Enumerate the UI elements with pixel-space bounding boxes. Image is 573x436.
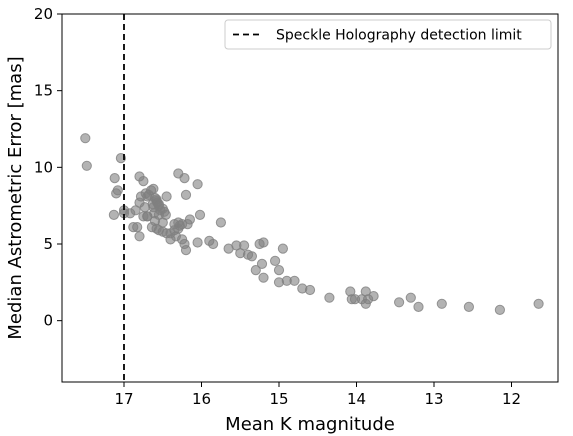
data-point [273, 265, 285, 276]
data-point [81, 160, 92, 171]
y-tick-label: 0 [43, 312, 53, 330]
data-point [194, 209, 206, 220]
data-point [436, 298, 447, 309]
data-point [270, 255, 281, 266]
data-point [180, 189, 192, 200]
data-point [208, 238, 219, 250]
data-point [192, 237, 203, 248]
plot-area-frame [61, 13, 559, 383]
legend: Speckle Holography detection limit [224, 19, 552, 50]
x-tick-label: 13 [424, 390, 443, 408]
data-point [413, 301, 424, 312]
data-point [246, 251, 257, 262]
data-point [256, 258, 268, 269]
x-axis-ticks: 17 16 15 14 13 12 [114, 382, 521, 408]
data-point [394, 297, 405, 308]
data-point [258, 237, 269, 248]
data-point [258, 272, 269, 283]
x-tick-label: 16 [192, 390, 211, 408]
legend-label: Speckle Holography detection limit [276, 28, 522, 44]
data-point [250, 265, 261, 276]
data-point [134, 197, 145, 208]
data-point [239, 240, 250, 251]
y-tick-label: 15 [34, 82, 53, 100]
data-point [169, 225, 180, 236]
y-axis-label: Median Astrometric Error [mas] [5, 56, 26, 339]
data-point [148, 183, 159, 194]
data-point [180, 245, 192, 256]
data-point [111, 188, 122, 199]
data-point [153, 209, 164, 220]
data-point [192, 179, 203, 190]
data-points [80, 133, 544, 315]
data-point [215, 217, 226, 228]
data-point [134, 231, 145, 242]
y-tick-label: 5 [43, 235, 53, 253]
data-point [153, 200, 164, 211]
data-point [533, 298, 544, 309]
data-point [368, 291, 379, 302]
data-point [463, 301, 474, 312]
x-tick-label: 12 [502, 390, 521, 408]
data-point [109, 173, 120, 184]
y-axis-ticks: 0 5 10 15 20 [34, 5, 62, 330]
x-tick-label: 15 [269, 390, 288, 408]
y-tick-label: 10 [34, 158, 53, 176]
data-point [142, 211, 153, 222]
data-point [108, 209, 120, 220]
data-point [277, 243, 288, 254]
data-point [346, 294, 357, 305]
data-point [304, 284, 316, 296]
legend-box [224, 19, 552, 50]
data-point [289, 275, 300, 286]
x-tick-label: 14 [347, 390, 366, 408]
data-point [179, 173, 190, 184]
data-point [132, 222, 143, 233]
data-point [80, 133, 91, 144]
data-point [182, 219, 193, 230]
data-point [494, 304, 505, 315]
data-point [161, 191, 172, 202]
data-point [405, 292, 416, 303]
x-tick-label: 17 [114, 390, 133, 408]
data-point [324, 292, 335, 303]
x-axis-label: Mean K magnitude [225, 414, 395, 435]
y-tick-label: 20 [34, 5, 53, 23]
data-point [138, 176, 149, 187]
